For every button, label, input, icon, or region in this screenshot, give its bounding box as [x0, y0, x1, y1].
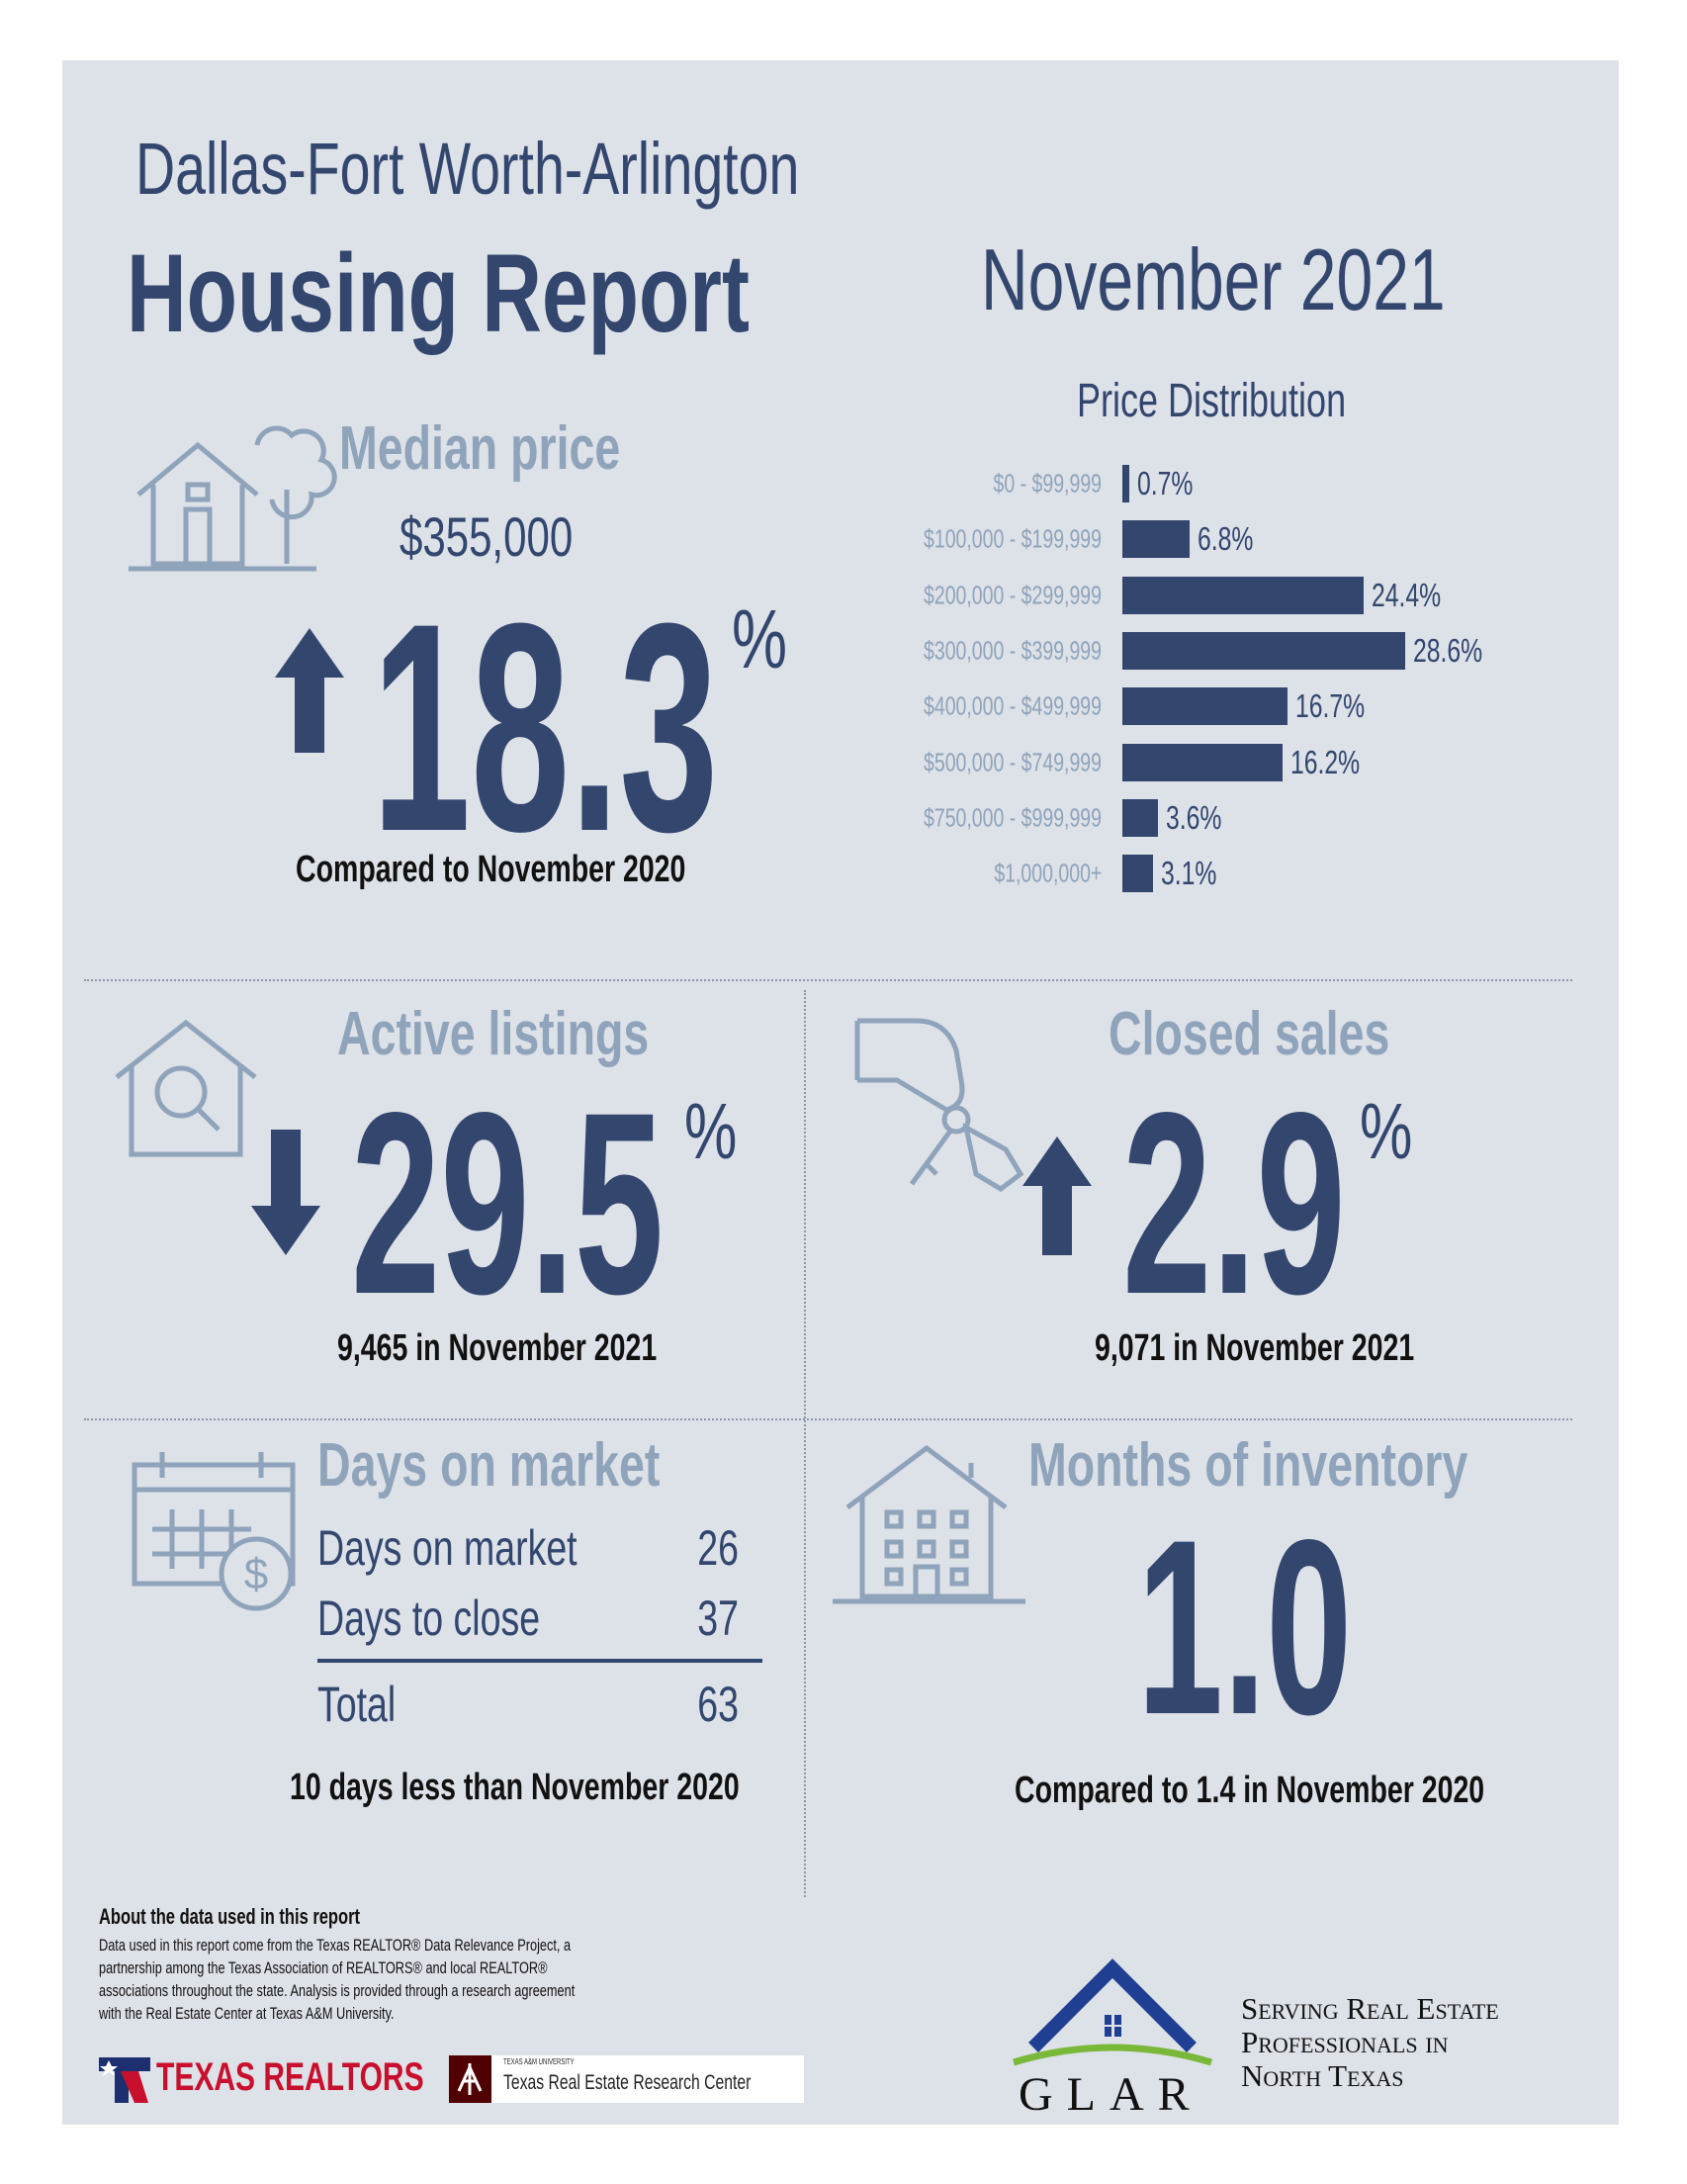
category-label: $500,000 - $749,999	[924, 747, 1102, 776]
bar-value-label: 3.1%	[1161, 855, 1217, 892]
percent-sign: %	[1360, 1087, 1413, 1175]
bar-value-label: 28.6%	[1413, 631, 1483, 669]
category-label: $300,000 - $399,999	[924, 635, 1102, 666]
tagline-line: Professionals in	[1241, 2025, 1449, 2059]
dom-comparison: 10 days less than November 2020	[290, 1767, 740, 1808]
glar-logo: GLAR	[1019, 2068, 1203, 2121]
page-title: Housing Report	[127, 231, 750, 355]
tamu-text: Texas Real Estate Research Center	[503, 2071, 752, 2094]
bar-value-label: 16.7%	[1295, 687, 1366, 725]
tagline-line: North Texas	[1241, 2058, 1404, 2093]
calendar-dollar-icon: $	[132, 1452, 296, 1611]
house-tree-icon	[129, 425, 337, 572]
divider	[84, 979, 1572, 981]
glar-tagline: Serving Real Estate Professionals in Nor…	[1241, 1992, 1499, 2093]
arrow-down-icon	[251, 1130, 320, 1255]
dtc-row-value: 37	[697, 1591, 739, 1646]
bar-value-label: 24.4%	[1372, 576, 1442, 613]
about-line: partnership among the Texas Association …	[99, 1958, 548, 1977]
active-listings-detail: 9,465 in November 2021	[337, 1327, 658, 1369]
divider	[84, 1418, 1572, 1420]
chart-title: Price Distribution	[1077, 375, 1347, 427]
svg-text:$: $	[244, 1550, 268, 1598]
category-label: $0 - $99,999	[993, 468, 1102, 499]
texas-realtors-logo: TEXAS REALTORS	[156, 2055, 424, 2099]
bar-value-label: 6.8%	[1198, 520, 1254, 558]
months-inventory-value: 1.0	[1137, 1489, 1353, 1767]
report-panel	[62, 60, 1619, 2125]
bar	[1122, 520, 1190, 559]
tamu-mark-icon	[449, 2055, 491, 2103]
bar	[1122, 798, 1158, 837]
bar	[1122, 687, 1287, 726]
closed-sales-label: Closed sales	[1109, 1000, 1390, 1068]
bar	[1122, 576, 1364, 614]
closed-sales-detail: 9,071 in November 2021	[1095, 1327, 1415, 1369]
about-line: Data used in this report come from the T…	[99, 1936, 572, 1955]
bar	[1122, 465, 1129, 502]
category-label: $750,000 - $999,999	[924, 802, 1102, 833]
median-price-value: $355,000	[400, 505, 574, 568]
dom-row-value: 26	[697, 1520, 739, 1576]
bar	[1122, 631, 1405, 670]
category-label: $400,000 - $499,999	[924, 690, 1102, 721]
category-label: $1,000,000+	[994, 858, 1102, 888]
tagline-line: Serving Real Estate	[1241, 1991, 1499, 2026]
tamu-small-text: TEXAS A&M UNIVERSITY	[503, 2057, 575, 2066]
report-period: November 2021	[981, 230, 1446, 328]
total-value: 63	[697, 1677, 739, 1732]
dtc-row-label: Days to close	[317, 1591, 541, 1646]
glar-house-icon	[1012, 1958, 1213, 2066]
apartment-house-icon	[833, 1444, 1025, 1604]
category-label: $100,000 - $199,999	[924, 523, 1102, 554]
total-label: Total	[317, 1677, 397, 1732]
total-rule	[317, 1659, 762, 1663]
active-listings-change: 29.5	[351, 1058, 665, 1348]
percent-sign: %	[732, 592, 788, 685]
median-price-change: 18.3	[372, 561, 719, 893]
region-title: Dallas-Fort Worth-Arlington	[135, 128, 800, 210]
category-label: $200,000 - $299,999	[924, 580, 1102, 610]
about-line: with the Real Estate Center at Texas A&M…	[99, 2004, 395, 2023]
months-inventory-label: Months of inventory	[1028, 1431, 1468, 1500]
about-title: About the data used in this report	[99, 1904, 361, 1929]
bar-value-label: 3.6%	[1166, 798, 1222, 836]
hand-keys-icon	[854, 1018, 1024, 1193]
house-search-icon	[115, 1019, 257, 1157]
percent-sign: %	[684, 1087, 738, 1175]
median-price-label: Median price	[339, 414, 621, 483]
bar-value-label: 0.7%	[1137, 465, 1194, 501]
inventory-comparison: Compared to 1.4 in November 2020	[1015, 1770, 1485, 1811]
bar-value-label: 16.2%	[1290, 743, 1361, 780]
arrow-up-icon	[1022, 1137, 1092, 1255]
texas-realtors-logo-icon	[99, 2057, 150, 2103]
divider	[804, 990, 806, 1897]
tamu-logo: TEXAS A&M UNIVERSITY Texas Real Estate R…	[449, 2055, 804, 2103]
bar	[1122, 743, 1283, 781]
days-on-market-label: Days on market	[317, 1431, 661, 1500]
about-text: Data used in this report come from the T…	[99, 1934, 575, 2025]
active-listings-label: Active listings	[337, 1000, 650, 1068]
bar	[1122, 855, 1153, 893]
median-comparison: Compared to November 2020	[296, 849, 686, 890]
closed-sales-change: 2.9	[1122, 1058, 1346, 1348]
dom-row-label: Days on market	[317, 1520, 577, 1576]
about-line: associations throughout the state. Analy…	[99, 1981, 576, 2000]
arrow-up-icon	[275, 628, 344, 753]
